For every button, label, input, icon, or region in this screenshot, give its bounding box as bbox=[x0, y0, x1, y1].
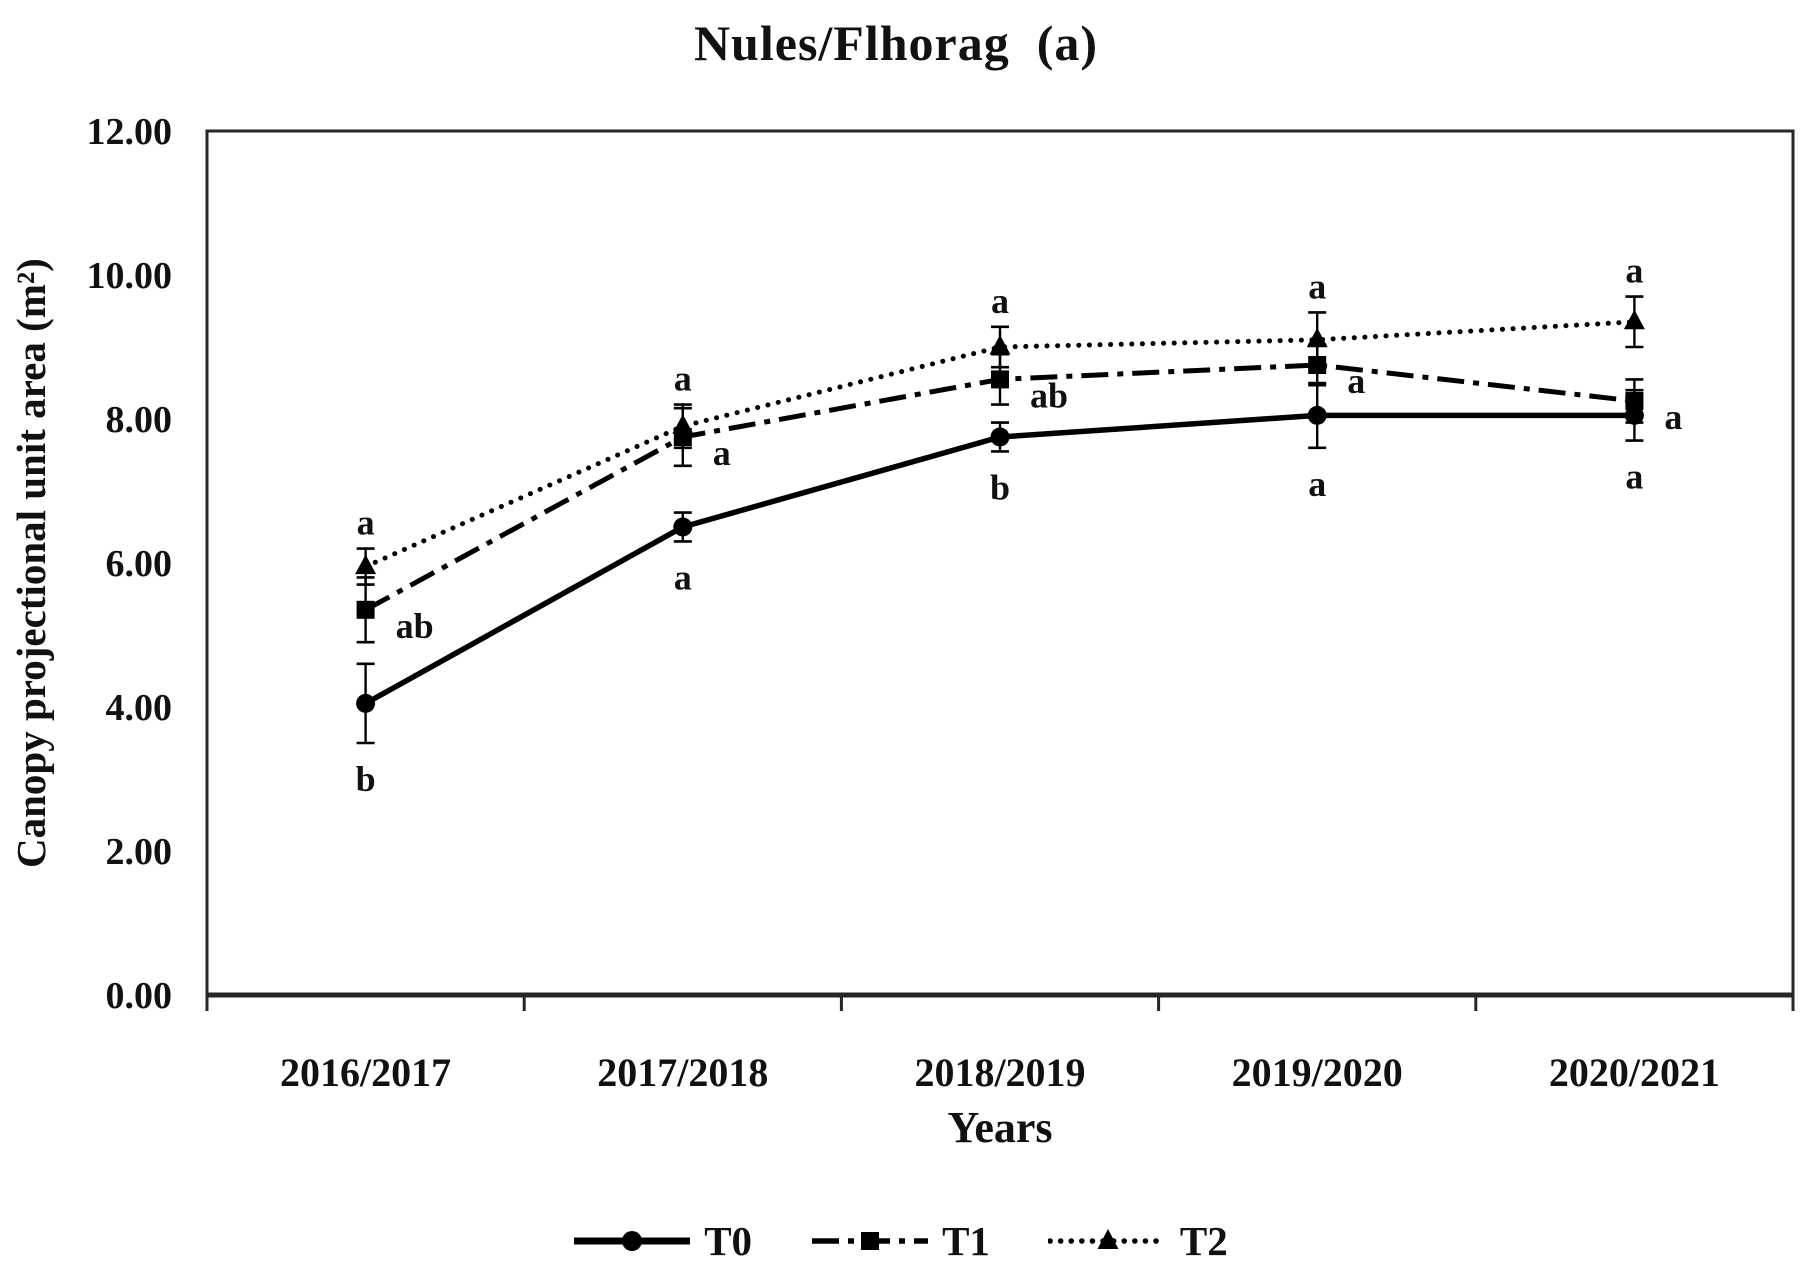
sig-letter-T1-2019/2020: a bbox=[1347, 361, 1365, 401]
data-point-T0-2020/2021 bbox=[1624, 405, 1644, 425]
legend: T0 T1 T2 bbox=[0, 1208, 1800, 1274]
sig-letter-T2-2018/2019: a bbox=[991, 281, 1009, 321]
chart-title: Nules/Flhorag (a) bbox=[693, 15, 1099, 71]
legend-swatch-T1 bbox=[812, 1232, 929, 1250]
data-point-T2-2019/2020 bbox=[1306, 327, 1328, 348]
sig-letter-T2-2020/2021: a bbox=[1625, 251, 1643, 291]
data-point-T1-2020/2021 bbox=[1625, 392, 1644, 410]
sig-letter-T1-2018/2019: ab bbox=[1030, 375, 1068, 415]
data-point-T0-2016/2017 bbox=[356, 693, 376, 713]
data-point-T2-2017/2018 bbox=[672, 414, 694, 434]
sig-letter-T0-2020/2021: a bbox=[1625, 457, 1643, 497]
triangle-marker-icon bbox=[1097, 1229, 1119, 1249]
sig-letter-T2-2017/2018: a bbox=[674, 359, 692, 399]
x-tick-label: 2020/2021 bbox=[1549, 1050, 1720, 1095]
data-point-T0-2019/2020 bbox=[1307, 405, 1327, 425]
data-point-T0-2017/2018 bbox=[673, 517, 693, 537]
legend-item-T0: T0 bbox=[572, 1217, 752, 1265]
sig-letter-T2-2019/2020: a bbox=[1308, 266, 1326, 306]
data-point-T1-2018/2019 bbox=[991, 370, 1009, 389]
x-tick-label: 2016/2017 bbox=[280, 1050, 451, 1095]
y-tick-label: 8.00 bbox=[106, 399, 173, 441]
x-tick-label: 2017/2018 bbox=[597, 1050, 768, 1095]
sig-letter-T1-2020/2021: a bbox=[1664, 397, 1682, 437]
sig-letter-T1-2017/2018: a bbox=[713, 433, 731, 473]
data-point-T2-2018/2019 bbox=[989, 335, 1011, 355]
x-tick-label: 2019/2020 bbox=[1232, 1050, 1403, 1095]
legend-item-T2: T2 bbox=[1047, 1217, 1228, 1265]
data-point-T1-2019/2020 bbox=[1308, 356, 1327, 374]
square-marker-icon bbox=[861, 1232, 880, 1250]
data-point-T1-2016/2017 bbox=[356, 600, 375, 619]
legend-swatch-T0 bbox=[574, 1231, 691, 1251]
x-tick-label: 2018/2019 bbox=[914, 1050, 1085, 1095]
sig-letter-T0-2017/2018: a bbox=[674, 557, 692, 597]
legend-label-T2: T2 bbox=[1179, 1218, 1228, 1264]
y-tick-label: 12.00 bbox=[87, 111, 173, 153]
sig-letter-T0-2018/2019: b bbox=[990, 467, 1010, 507]
y-tick-label: 0.00 bbox=[106, 975, 173, 1017]
data-point-T2-2016/2017 bbox=[355, 554, 377, 575]
sig-letter-T0-2019/2020: a bbox=[1308, 464, 1326, 504]
data-point-T0-2018/2019 bbox=[990, 427, 1010, 447]
plot-frame bbox=[205, 129, 1795, 997]
series-line-T2 bbox=[363, 319, 1637, 570]
y-tick-label: 2.00 bbox=[106, 831, 173, 873]
legend-label-T0: T0 bbox=[704, 1218, 753, 1264]
sig-letter-T1-2016/2017: ab bbox=[396, 606, 434, 646]
legend-swatch-T2 bbox=[1047, 1229, 1168, 1249]
x-axis-title: Years bbox=[947, 1103, 1053, 1152]
legend-label-T1: T1 bbox=[942, 1218, 990, 1264]
legend-item-T1: T1 bbox=[810, 1217, 990, 1265]
sig-letter-T2-2016/2017: a bbox=[357, 503, 375, 543]
circle-marker-icon bbox=[622, 1231, 643, 1251]
y-tick-label: 4.00 bbox=[106, 687, 173, 729]
y-tick-label: 10.00 bbox=[87, 255, 173, 297]
series-line-T0 bbox=[364, 412, 1635, 706]
data-point-T2-2020/2021 bbox=[1623, 309, 1645, 330]
sig-letter-T0-2016/2017: b bbox=[356, 759, 376, 799]
y-tick-label: 6.00 bbox=[106, 543, 173, 585]
